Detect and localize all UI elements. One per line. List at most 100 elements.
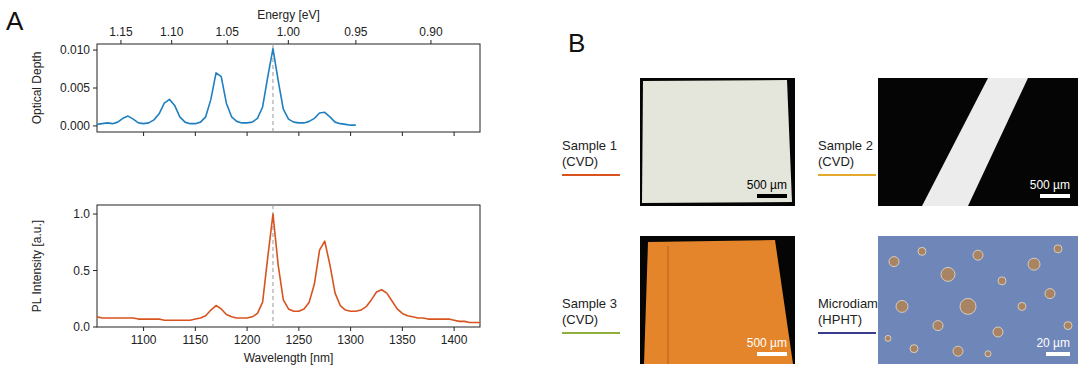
sample: Sample 2(CVD) 500 µm: [818, 78, 1078, 206]
y-tick-label: 0.000: [60, 119, 90, 133]
particle: [973, 250, 983, 260]
sample-method: (CVD): [818, 154, 854, 169]
x-tick: [247, 132, 248, 136]
x2-tick-label: 0.95: [344, 25, 368, 39]
chart: 0.000 0.005 0.010 1.15 1.10 1.05 1.00 0.95 0.90 E…: [30, 8, 480, 136]
scale-bar-label: 20 µm: [1036, 336, 1070, 350]
y-tick-label: 1.0: [73, 207, 90, 221]
plot-frame: [97, 44, 480, 132]
x2-tick-label: 1.05: [216, 25, 240, 39]
x2-tick-label: 1.10: [160, 25, 184, 39]
x-tick-label: 1300: [337, 333, 364, 347]
reference-line: [272, 44, 273, 132]
spectrum-line: [97, 49, 356, 126]
particle: [889, 257, 899, 267]
particle: [896, 300, 908, 312]
x-tick: [247, 327, 248, 331]
x-tick: [143, 132, 144, 136]
x2-tick: [227, 40, 228, 44]
y-tick: [93, 327, 97, 328]
particle: [960, 298, 976, 314]
photo-background: [640, 78, 795, 206]
x-tick: [402, 132, 403, 136]
x-tick: [454, 132, 455, 136]
particle: [933, 321, 943, 331]
y-axis-title: Optical Depth: [30, 52, 44, 125]
scale-bar-label: 500 µm: [747, 178, 787, 192]
y-tick-label: 0.5: [73, 264, 90, 278]
x2-tick: [171, 40, 172, 44]
particle: [1018, 302, 1026, 310]
x-tick: [298, 132, 299, 136]
y-tick: [93, 270, 97, 271]
scale-bar-label: 500 µm: [1030, 178, 1070, 192]
particle: [941, 267, 955, 281]
y-tick: [93, 50, 97, 51]
figure: 0.000 0.005 0.010 1.15 1.10 1.05 1.00 0.95 0.90 E…: [0, 0, 1085, 373]
x-tick: [350, 327, 351, 331]
y-tick: [93, 214, 97, 215]
plot-area: [97, 44, 356, 132]
scale-bar: [1040, 194, 1070, 198]
x-tick-label: 1200: [234, 333, 261, 347]
sample-color-line: [818, 332, 876, 334]
sample-color-line: [562, 174, 620, 176]
x2-tick-label: 1.00: [277, 25, 301, 39]
x2-tick: [430, 40, 431, 44]
sample-name: Sample 2: [818, 138, 873, 153]
y-tick-label: 0.0: [73, 320, 90, 334]
sample-edge: [668, 246, 669, 364]
x-tick-label: 1100: [131, 333, 157, 347]
scale-bar-label: 500 µm: [747, 336, 787, 350]
particle: [885, 335, 891, 341]
x2-tick-label: 1.15: [109, 25, 133, 39]
x2-tick: [288, 40, 289, 44]
scale-bar: [1046, 352, 1070, 356]
chart: 0.00.51.01100115012001250130013501400Wav…: [30, 205, 480, 365]
x-tick: [143, 327, 144, 331]
sample-name: Sample 3: [562, 296, 617, 311]
particle: [918, 247, 926, 255]
particle: [1064, 322, 1072, 330]
x2-tick-label: 0.90: [419, 25, 443, 39]
particle: [1028, 258, 1040, 270]
plot-frame: [97, 205, 480, 327]
sample-name: Sample 1: [562, 138, 617, 153]
x-tick: [402, 327, 403, 331]
particle: [910, 345, 918, 353]
photo-background: [878, 236, 1078, 364]
sample: Sample 1(CVD) 500 µm: [562, 78, 795, 206]
x-tick: [298, 327, 299, 331]
panel-letter: A: [6, 6, 24, 36]
sample-plate: [642, 80, 792, 203]
x-tick: [195, 132, 196, 136]
spectrum-line: [97, 214, 480, 322]
particle: [1054, 245, 1062, 253]
photo-background: [878, 78, 1078, 206]
sample-method: (CVD): [562, 154, 598, 169]
y-axis-title: PL Intensity [a.u.]: [30, 220, 44, 312]
sample: Sample 3(CVD)500 µm: [562, 236, 795, 364]
particle: [953, 346, 963, 356]
y-tick: [93, 88, 97, 89]
x-tick-label: 1250: [285, 333, 312, 347]
sample-plate: [644, 240, 793, 364]
particle: [985, 351, 991, 357]
y-tick-label: 0.010: [60, 43, 90, 57]
x-tick-label: 1400: [441, 333, 468, 347]
x-tick-label: 1150: [182, 333, 208, 347]
panel-letter: B: [568, 28, 585, 58]
y-tick: [93, 125, 97, 126]
sample-color-line: [562, 332, 620, 334]
scale-bar: [757, 194, 787, 198]
y-tick-label: 0.005: [60, 81, 90, 95]
x2-axis-title: Energy [eV]: [257, 8, 320, 22]
x-tick: [454, 327, 455, 331]
x2-tick: [120, 40, 121, 44]
photo-background: [640, 236, 795, 364]
sample: Microdiamonds(HPHT)20 µm: [818, 236, 1078, 364]
x2-tick: [355, 40, 356, 44]
x-tick-label: 1350: [389, 333, 416, 347]
particle: [998, 277, 1006, 285]
x-tick: [350, 132, 351, 136]
